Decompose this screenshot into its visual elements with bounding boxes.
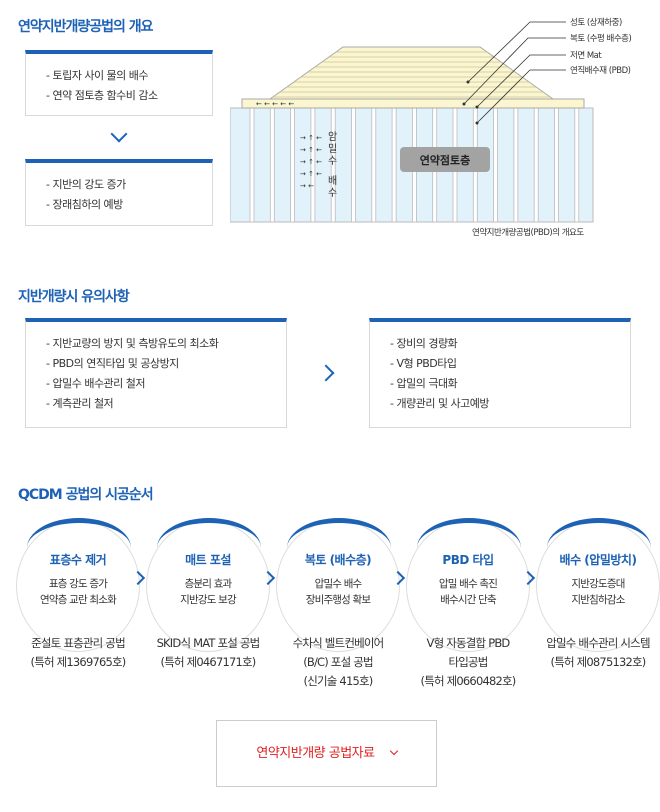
step-desc: 장비주행성 확보 [305, 594, 371, 606]
list-item: - 계측관리 철저 [46, 397, 114, 410]
step-desc: 표층 강도 증가 [48, 578, 108, 590]
list-item: - PBD의 연직타입 및 공상방지 [46, 357, 179, 370]
method-line: (신기술 415호) [303, 674, 374, 688]
step-method: 압밀수 배수관리 시스템 (특허 제0875132호) [528, 634, 660, 672]
section-title-sequence: QCDM 공법의 시공순서 [18, 487, 154, 503]
svg-text:→ ↑ ←: → ↑ ← [300, 134, 322, 142]
step-desc: 지반침하감소 [571, 594, 625, 606]
pbd-diagram: ← ← ← ← ← → ↑ ←→ ↑ ←→ ↑ ←→ ↑ ←→ ← 암 밀 수 … [230, 17, 632, 238]
button-label: 연약지반개량 공법자료 [256, 746, 375, 761]
chevron-right-icon [317, 364, 335, 382]
drain [371, 107, 377, 223]
drain [493, 107, 499, 223]
water-label: 수 [328, 155, 337, 167]
method-line: 수차식 벨트컨베이어 [292, 636, 385, 650]
method-line: 타입공법 [448, 655, 488, 669]
step-desc: 층분리 효과 [184, 578, 233, 590]
list-item: - V형 PBD타입 [390, 357, 457, 370]
drain [533, 107, 539, 223]
list-item: - 연약 점토층 함수비 감소 [46, 89, 158, 102]
section-title-overview: 연약지반개량공법의 개요 [18, 19, 154, 35]
diagram-label: 연직배수재 (PBD) [570, 65, 631, 76]
precautions-box-2: - 장비의 경량화 - V형 PBD타입 - 압밀의 극대화 - 개량관리 및 … [369, 318, 631, 428]
water-label: 암 [328, 131, 337, 143]
svg-text:→ ↑ ←: → ↑ ← [300, 158, 322, 166]
method-line: (특허 제0875132호) [550, 655, 647, 669]
list-item: - 토립자 사이 물의 배수 [46, 69, 149, 82]
water-label: 밀 [328, 143, 337, 155]
arc-decoration [547, 518, 651, 568]
chevron-down-icon [110, 125, 128, 143]
svg-text:← ← ← ← ←: ← ← ← ← ← [256, 100, 294, 108]
method-line: (특허 제0467171호) [160, 655, 257, 669]
water-label: 수 [328, 187, 337, 199]
step-method: 수차식 벨트컨베이어 (B/C) 포설 공법 (신기술 415호) [268, 634, 408, 691]
list-item: - 압밀수 배수관리 철저 [46, 377, 146, 390]
diagram-caption: 연약지반개량공법(PBD)의 개요도 [472, 227, 584, 238]
method-line: (특허 제1369765호) [30, 655, 127, 669]
overview-box-2: - 지반의 강도 증가 - 장래침하의 예방 [25, 159, 213, 226]
precautions-box-1: - 지반교량의 방지 및 측방유도의 최소화 - PBD의 연직타입 및 공상방… [25, 318, 287, 428]
step-method: V형 자동결합 PBD 타입공법 (특허 제0660482호) [398, 634, 538, 691]
step-circle: 복토 (배수층) 압밀수 배수 장비주행성 확보 [276, 518, 400, 652]
arc-decoration [287, 518, 391, 568]
list-item: - 장래침하의 예방 [46, 198, 123, 211]
chevron-down-icon [389, 746, 398, 756]
drain [290, 107, 295, 223]
step-desc: 연약층 교란 최소화 [40, 594, 117, 606]
list-item: - 지반의 강도 증가 [46, 178, 126, 191]
water-label: 배 [328, 175, 337, 187]
step-desc: 지반강도증대 [571, 578, 625, 590]
drain [351, 107, 356, 223]
diagram-label: 저면 Mat [570, 50, 602, 61]
step-desc: 압밀수 배수 [314, 578, 363, 590]
method-data-button[interactable]: 연약지반개량 공법자료 [216, 720, 437, 787]
list-item: - 지반교량의 방지 및 측방유도의 최소화 [46, 337, 219, 350]
svg-text:→ ←: → ← [300, 182, 314, 190]
drain [391, 107, 397, 223]
method-line: SKID식 MAT 포설 공법 [156, 636, 261, 650]
drain [513, 107, 519, 223]
step-circle: 표층수 제거 표층 강도 증가 연약층 교란 최소화 [16, 518, 140, 652]
section-title-precautions: 지반개량시 유의사항 [18, 289, 130, 305]
diagram-label: 복토 (수평 배수층) [570, 33, 631, 44]
svg-text:→ ↑ ←: → ↑ ← [300, 170, 322, 178]
method-line: V형 자동결합 PBD [426, 636, 511, 650]
method-line: (특허 제0660482호) [420, 674, 517, 688]
step-method: SKID식 MAT 포설 공법 (특허 제0467171호) [138, 634, 278, 672]
step-circle: PBD 타입 압밀 배수 촉진 배수시간 단축 [406, 518, 530, 652]
list-item: - 개량관리 및 사고예방 [390, 397, 490, 410]
method-line: 압밀수 배수관리 시스템 [546, 636, 650, 650]
arc-decoration [27, 518, 131, 568]
svg-text:→ ↑ ←: → ↑ ← [300, 146, 322, 154]
list-item: - 장비의 경량화 [390, 337, 458, 350]
step-circle: 매트 포설 층분리 효과 지반강도 보강 [146, 518, 270, 652]
list-item: - 압밀의 극대화 [390, 377, 458, 390]
drain [574, 107, 580, 223]
method-line: (B/C) 포설 공법 [303, 655, 373, 669]
step-desc: 배수시간 단축 [440, 594, 496, 606]
overview-box-1: - 토립자 사이 물의 배수 - 연약 점토층 함수비 감소 [25, 50, 213, 116]
clay-label: 연약점토층 [420, 153, 471, 167]
step-circle: 배수 (압밀방치) 지반강도증대 지반침하감소 [536, 518, 660, 652]
drain [249, 107, 255, 223]
arc-decoration [157, 518, 261, 568]
method-line: 준설토 표층관리 공법 [31, 636, 126, 650]
step-method: 준설토 표층관리 공법 (특허 제1369765호) [8, 634, 148, 672]
drain [554, 107, 559, 223]
drain [269, 107, 275, 223]
arc-decoration [417, 518, 521, 568]
diagram-label: 성토 (상재하중) [570, 17, 622, 28]
step-desc: 압밀 배수 촉진 [438, 578, 498, 590]
step-desc: 지반강도 보강 [180, 594, 236, 606]
